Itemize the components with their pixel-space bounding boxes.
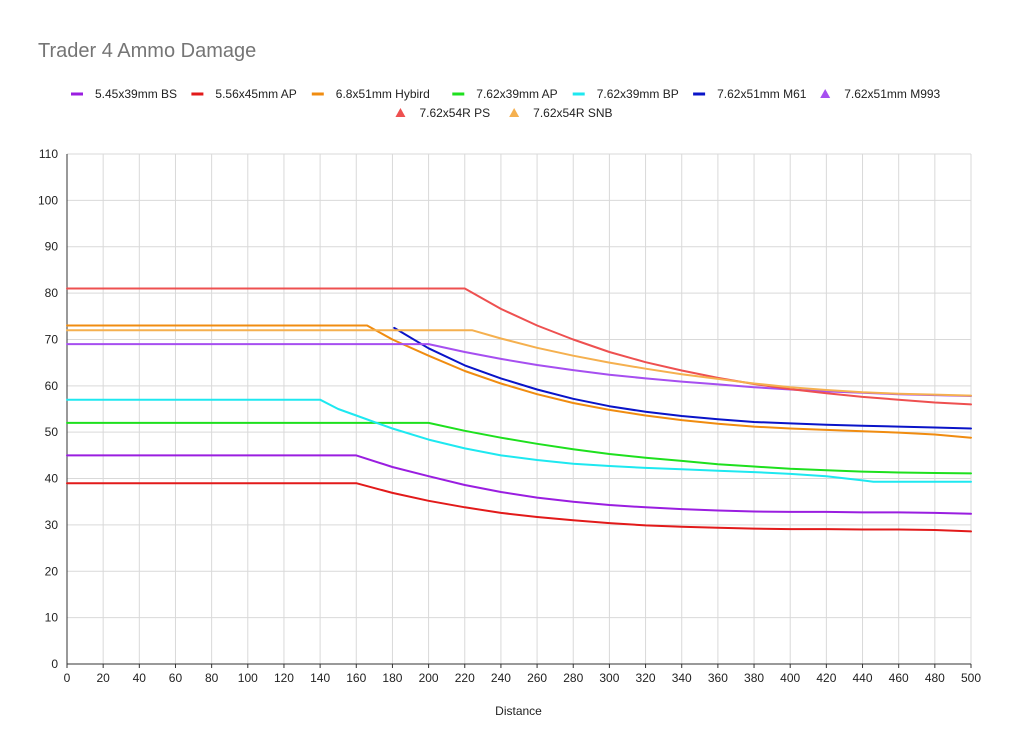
series-line-6 (393, 326, 972, 430)
x-axis-title: Distance (495, 704, 542, 718)
y-tick-label: 90 (45, 240, 59, 254)
x-tick-label: 180 (382, 671, 402, 685)
legend-marker-triangle (395, 108, 406, 117)
series-line-5 (66, 398, 972, 483)
y-tick-label: 60 (45, 379, 59, 393)
y-tick-label: 100 (38, 193, 58, 207)
y-tick-label: 40 (45, 472, 59, 486)
legend-label: 5.56x45mm AP (215, 87, 296, 101)
x-tick-label: 480 (925, 671, 945, 685)
series-line-1 (66, 454, 972, 515)
y-tick-label: 50 (45, 425, 59, 439)
y-tick-label: 20 (45, 564, 59, 578)
series-line-3 (66, 324, 972, 439)
x-tick-label: 80 (205, 671, 219, 685)
chart-title: Trader 4 Ammo Damage (38, 40, 256, 62)
y-tick-label: 110 (39, 147, 58, 161)
x-tick-label: 240 (491, 671, 511, 685)
x-tick-label: 120 (274, 671, 294, 685)
series-line-4 (66, 421, 972, 475)
x-tick-label: 360 (708, 671, 728, 685)
y-tick-label: 70 (45, 332, 59, 346)
legend-label: 5.45x39mm BS (95, 87, 177, 101)
legend-label: 7.62x51mm M61 (717, 87, 807, 101)
x-tick-label: 460 (889, 671, 909, 685)
gridlines (66, 153, 972, 665)
x-tick-label: 300 (599, 671, 619, 685)
legend-label: 7.62x39mm AP (476, 87, 557, 101)
legend-label: 6.8x51mm Hybird (336, 87, 430, 101)
series-line-8 (66, 287, 972, 406)
x-tick-label: 100 (238, 671, 258, 685)
y-tick-label: 0 (51, 657, 58, 671)
x-tick-label: 160 (346, 671, 366, 685)
x-tick-label: 280 (563, 671, 583, 685)
legend-marker-triangle (820, 89, 831, 98)
x-tick-label: 20 (96, 671, 110, 685)
y-tick-label: 10 (45, 611, 59, 625)
x-tick-label: 40 (133, 671, 147, 685)
y-axis: 0 10 20 30 40 50 60 70 80 90 100 110 (38, 147, 68, 671)
x-tick-label: 400 (780, 671, 800, 685)
legend: 5.45x39mm BS 5.56x45mm AP 6.8x51mm Hybird 7… (71, 87, 941, 120)
y-tick-label: 30 (45, 518, 59, 532)
x-tick-label: 200 (419, 671, 439, 685)
series-group (66, 287, 972, 533)
x-tick-label: 60 (169, 671, 183, 685)
legend-label: 7.62x39mm BP (597, 87, 679, 101)
x-tick-label: 320 (636, 671, 656, 685)
x-tick-label: 220 (455, 671, 475, 685)
x-tick-label: 0 (64, 671, 71, 685)
x-tick-label: 140 (310, 671, 330, 685)
legend-label: 7.62x54R PS (419, 106, 490, 120)
legend-marker-triangle (509, 108, 520, 117)
x-tick-label: 500 (961, 671, 981, 685)
legend-label: 7.62x51mm M993 (844, 87, 940, 101)
x-tick-label: 380 (744, 671, 764, 685)
legend-label: 7.62x54R SNB (533, 106, 612, 120)
x-tick-label: 340 (672, 671, 692, 685)
y-tick-label: 80 (45, 286, 59, 300)
x-tick-label: 440 (853, 671, 873, 685)
x-tick-label: 260 (527, 671, 547, 685)
series-line-2 (66, 482, 972, 533)
series-line-9 (66, 329, 972, 397)
x-axis: 0 20 40 60 80 100 120 140 160 180 200 220 240 260 280 3… (64, 663, 981, 685)
x-tick-label: 420 (816, 671, 836, 685)
